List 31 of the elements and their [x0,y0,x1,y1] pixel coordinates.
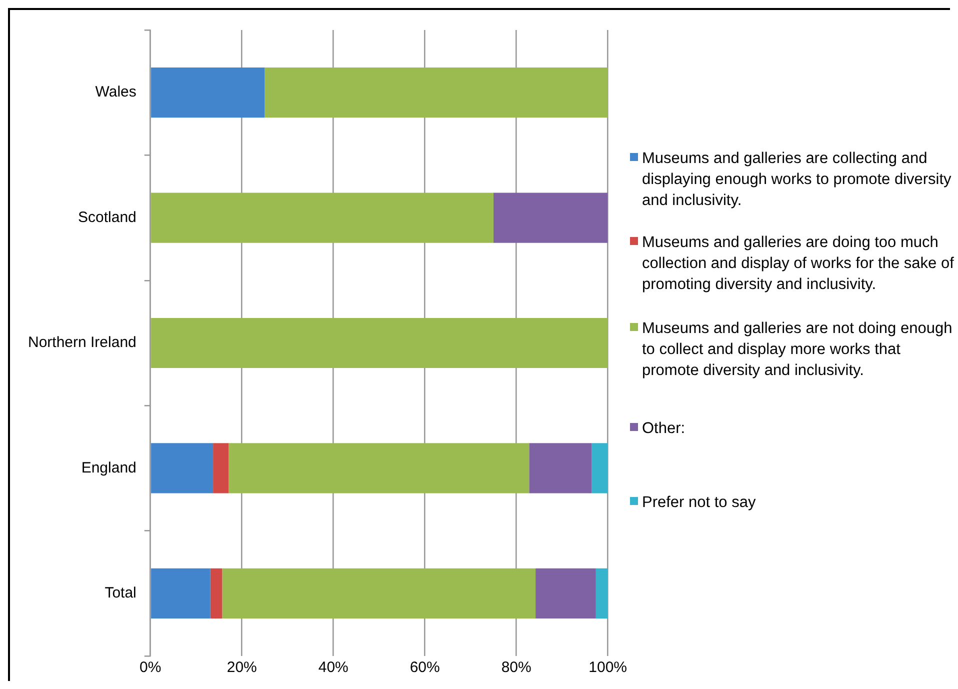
legend-label: Other: [642,419,686,439]
bar [151,568,210,618]
x-tick-label: 0% [140,659,162,676]
legend-label: Museums and galleries are collecting and displaying enough works to promote diversity and inclusivity. [642,149,952,211]
y-tick-label: Northern Ireland [28,334,136,352]
bar [264,68,608,118]
legend-label: Prefer not to say [642,493,756,513]
bar [493,192,608,243]
bar [151,318,608,368]
bar [151,192,494,243]
x-tick-label: 100% [588,659,628,676]
y-tick-label: England [81,459,136,476]
bar [596,568,608,618]
bar [213,443,229,494]
legend-label: Museums and galleries are not doing enough to collect and display more works that promote diversity and inclusivity. [642,319,954,381]
x-tick-label: 60% [410,659,440,676]
x-tick-label: 80% [501,659,532,676]
y-tick-label: Scotland [78,208,136,226]
bar [210,568,222,618]
x-tick-label: 20% [226,659,257,676]
bar [228,443,530,494]
bar [151,68,265,118]
y-tick-label: Wales [95,84,136,101]
bar [151,443,214,494]
bar [222,568,536,618]
bar [529,443,592,494]
y-tick-label: Total [104,584,136,602]
bar [592,443,608,494]
legend-label: Museums and galleries are doing too much collection and display of works for the sake of promoting diversity and inclusivity. [642,233,955,295]
bar [536,568,596,618]
x-tick-label: 40% [318,659,348,676]
